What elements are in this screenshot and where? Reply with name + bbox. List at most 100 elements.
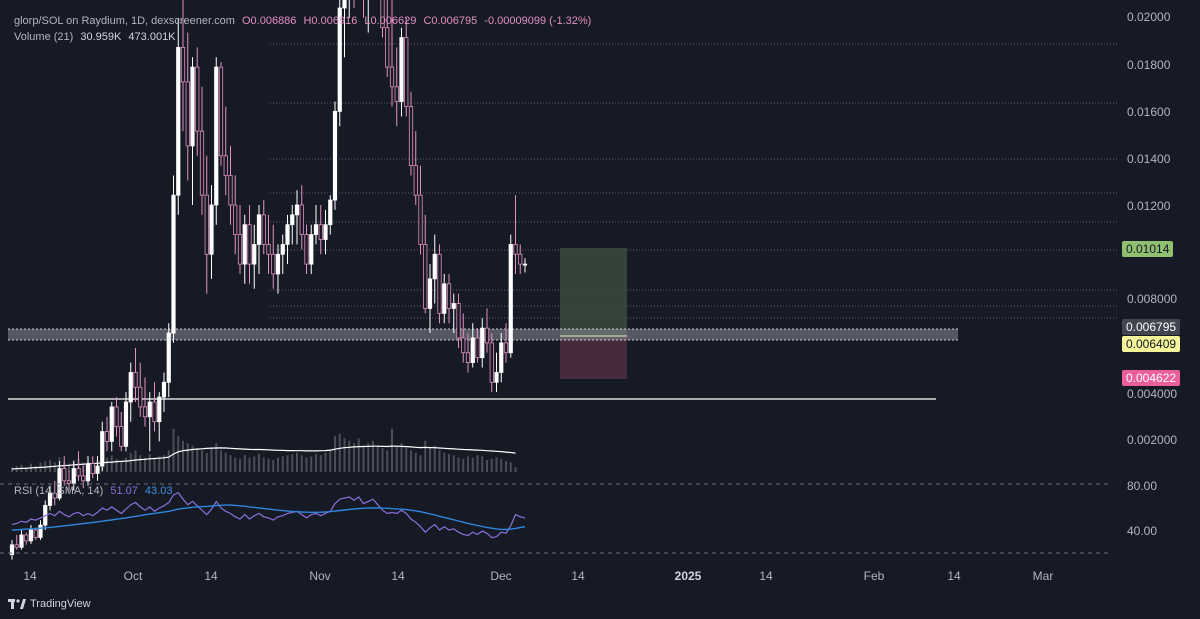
target-zone	[560, 248, 627, 336]
candle-body	[256, 214, 262, 245]
volume-bar	[514, 467, 517, 472]
volume-bar	[443, 452, 446, 472]
volume-bar	[367, 443, 370, 472]
candle-body	[423, 243, 428, 309]
volume-bar	[11, 467, 13, 472]
volume-bar	[486, 460, 488, 472]
volume-bar	[471, 457, 474, 472]
volume-bar	[224, 452, 227, 472]
volume-label[interactable]: Volume (21)	[14, 31, 74, 43]
candle-body	[85, 463, 91, 482]
tradingview-icon	[8, 598, 26, 609]
time-tick: 14	[391, 569, 405, 583]
volume-bar	[391, 428, 393, 472]
candle-body	[9, 544, 15, 556]
volume-bar	[353, 443, 355, 472]
time-tick: 14	[23, 569, 37, 583]
volume-bar	[324, 452, 327, 472]
candle-body	[185, 81, 190, 147]
ohlc-close: C0.006795	[423, 15, 478, 27]
volume-bar	[305, 457, 308, 472]
volume-bar	[201, 450, 203, 472]
candle-body	[171, 194, 176, 334]
volume-bar	[395, 445, 398, 472]
candle-body	[252, 243, 257, 265]
volume-bar	[148, 454, 151, 472]
chart-header: glorp/SOL on Raydium, 1D, dexscreener.co…	[14, 15, 595, 27]
candle-body	[152, 401, 157, 423]
candle-body	[19, 534, 24, 548]
volume-bar	[348, 440, 351, 472]
volume-bar	[319, 455, 322, 472]
tradingview-logo[interactable]: TradingView	[8, 598, 91, 610]
candle-body	[261, 214, 266, 245]
volume-bar	[139, 455, 142, 472]
candle-body	[233, 204, 238, 235]
volume-bar	[177, 436, 180, 472]
candle-body	[142, 406, 148, 418]
volume-bar	[329, 450, 332, 472]
time-tick: Feb	[863, 569, 885, 583]
volume-bar	[400, 443, 403, 472]
candle-body	[494, 372, 499, 383]
candle-body	[81, 475, 86, 482]
candle-body	[456, 303, 461, 339]
candle-body	[33, 529, 38, 538]
candle-body	[271, 253, 276, 275]
volume-bar	[381, 448, 384, 472]
candle-body	[413, 165, 418, 196]
candle-body	[427, 278, 433, 309]
candle-body	[114, 406, 119, 428]
volume-bar	[315, 454, 317, 472]
candle-body	[404, 37, 409, 107]
price-tick: 0.01600	[1127, 105, 1171, 119]
candle-body	[138, 386, 143, 408]
volume-bar	[357, 438, 360, 472]
brand-name: TradingView	[30, 598, 91, 610]
price-tick: 0.01800	[1127, 58, 1171, 72]
rsi-line	[11, 491, 526, 539]
candle-body	[499, 342, 504, 373]
volume-bar	[405, 448, 408, 472]
long-position-tool[interactable]	[560, 248, 627, 379]
rsi-value: 51.07	[110, 485, 138, 497]
volume-bar	[115, 458, 118, 472]
rsi-label[interactable]: RSI (14, SMA, 14)	[14, 485, 104, 497]
ohlc-change: -0.00009099 (-1.32%)	[484, 15, 592, 27]
candle-body	[71, 468, 76, 484]
candle-body	[104, 431, 110, 442]
volume-bar	[186, 443, 189, 472]
candle-body	[38, 524, 43, 538]
candle-body	[28, 529, 34, 542]
candle-body	[190, 66, 195, 147]
price-tick: 0.004000	[1127, 387, 1178, 401]
candle-body	[446, 283, 452, 309]
volume-bar	[386, 450, 389, 472]
volume-bar	[438, 450, 441, 472]
volume-bar	[495, 457, 498, 472]
volume-bar	[191, 445, 194, 472]
candle-body	[123, 401, 129, 447]
current-price-label: 0.006795	[1122, 319, 1181, 335]
candle-body	[309, 234, 314, 265]
candle-body	[313, 224, 319, 235]
candle-body	[47, 492, 53, 506]
candle-body	[90, 463, 95, 474]
candle-body	[275, 253, 281, 275]
price-tick: 0.01200	[1127, 199, 1171, 213]
candle-body	[195, 66, 200, 132]
rsi-tick: 80.00	[1127, 479, 1158, 493]
candle-body	[218, 66, 224, 157]
symbol-title[interactable]: glorp/SOL on Raydium, 1D, dexscreener.co…	[14, 15, 235, 27]
volume-bar	[144, 457, 146, 472]
volume-bar	[376, 445, 379, 472]
volume-bar	[253, 456, 256, 472]
candle-body	[199, 130, 205, 196]
candle-body	[451, 303, 456, 309]
volume-bar	[509, 462, 512, 472]
candle-body	[318, 224, 323, 240]
candle-body	[161, 381, 167, 398]
volume-bar	[243, 455, 246, 472]
time-tick: 2025	[674, 569, 702, 583]
